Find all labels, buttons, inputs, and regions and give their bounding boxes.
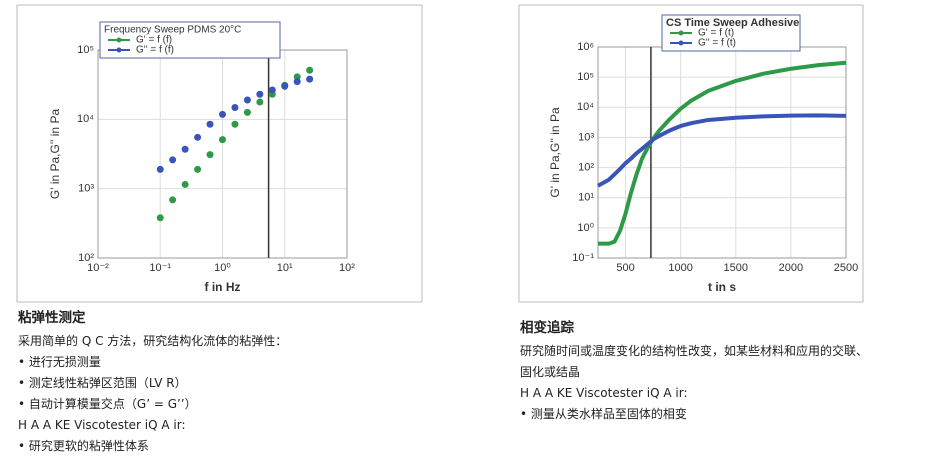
x-tick-label: 10⁻² bbox=[87, 262, 109, 274]
y-tick-label: 10⁰ bbox=[577, 222, 594, 234]
legend-label: G'' = f (t) bbox=[698, 38, 736, 49]
text-line: H A A KE Viscotester iQ A ir: bbox=[18, 418, 186, 432]
data-point bbox=[243, 96, 251, 104]
data-point bbox=[156, 214, 164, 222]
text-line: 研究随时间或温度变化的结构性改变，如某些材料和应用的交联、 bbox=[520, 344, 869, 358]
y-tick-label: 10² bbox=[78, 252, 94, 264]
data-point bbox=[231, 104, 239, 112]
x-tick-label: 2500 bbox=[834, 262, 858, 274]
chart-frame bbox=[518, 4, 864, 303]
legend-marker bbox=[116, 37, 122, 43]
text-block: 相变追踪研究随时间或温度变化的结构性改变，如某些材料和应用的交联、 固化或结晶 H … bbox=[520, 318, 868, 425]
data-point bbox=[231, 120, 239, 128]
x-tick-label: 500 bbox=[616, 262, 634, 274]
legend-marker bbox=[678, 30, 684, 36]
data-point bbox=[268, 86, 276, 94]
data-line bbox=[598, 60, 847, 246]
x-tick-label: 1000 bbox=[668, 262, 692, 274]
data-point bbox=[194, 165, 202, 173]
legend-marker bbox=[116, 47, 122, 53]
data-line bbox=[597, 113, 847, 188]
y-tick-label: 10¹ bbox=[578, 192, 594, 204]
legend-label: G'' = f (f) bbox=[136, 45, 174, 56]
data-point bbox=[243, 108, 251, 116]
x-tick-label: 10⁻¹ bbox=[149, 262, 171, 274]
legend-label: G' = f (t) bbox=[698, 28, 734, 39]
text-line: • 研究更软的粘弹性体系 bbox=[18, 439, 149, 453]
x-tick-label: 10¹ bbox=[277, 262, 293, 274]
legend-marker bbox=[678, 40, 684, 46]
text-line: H A A KE Viscotester iQ A ir: bbox=[520, 386, 688, 400]
y-tick-label: 10⁴ bbox=[77, 113, 94, 125]
charts: 10⁻² 10⁻¹ 10⁰ 10¹ 10² 10² 10³ 10⁴ 10⁵ Frequency S… bbox=[16, 4, 864, 303]
data-point bbox=[281, 82, 289, 90]
y-tick-label: 10³ bbox=[78, 183, 94, 195]
x-tick-label: 1500 bbox=[724, 262, 748, 274]
text-line: • 测量从类水样品至固体的相变 bbox=[520, 407, 687, 421]
data-point bbox=[181, 145, 189, 153]
text-line: 固化或结晶 bbox=[520, 365, 581, 379]
x-tick-label: 10² bbox=[339, 262, 355, 274]
data-point bbox=[194, 133, 202, 141]
y-tick-label: 10³ bbox=[578, 131, 594, 143]
y-tick-label: 10² bbox=[578, 161, 594, 173]
text-line: 采用简单的 Q C 方法，研究结构化流体的粘弹性： bbox=[18, 334, 288, 348]
x-axis-label: f in Hz bbox=[205, 280, 241, 294]
data-point bbox=[206, 120, 214, 128]
legend-label: G' = f (f) bbox=[136, 35, 172, 46]
data-point bbox=[206, 151, 214, 159]
y-tick-label: 10⁻¹ bbox=[572, 252, 594, 264]
chart-title: Frequency Sweep PDMS 20°C bbox=[104, 25, 241, 36]
data-point bbox=[306, 66, 314, 74]
data-point bbox=[169, 196, 177, 204]
y-tick-label: 10⁶ bbox=[577, 41, 594, 53]
text-line: • 测定线性粘弹区范围（LV R） bbox=[18, 376, 187, 390]
chart-title: CS Time Sweep Adhesive bbox=[666, 17, 799, 29]
data-point bbox=[256, 90, 264, 98]
data-point bbox=[306, 75, 314, 83]
y-tick-label: 10⁵ bbox=[577, 71, 594, 83]
text-line: • 自动计算模量交点（G’ = G’’） bbox=[18, 397, 197, 411]
data-point bbox=[293, 78, 301, 86]
text-block: 粘弹性测定采用简单的 Q C 方法，研究结构化流体的粘弹性： • 进行无损测量 • … bbox=[18, 308, 287, 457]
data-point bbox=[169, 156, 177, 164]
data-point bbox=[219, 136, 226, 144]
y-axis-label: G' in Pa,G'' in Pa bbox=[548, 107, 562, 198]
data-point bbox=[219, 110, 226, 118]
data-point bbox=[256, 98, 264, 106]
data-point bbox=[156, 165, 164, 173]
y-tick-label: 10⁵ bbox=[77, 44, 94, 56]
x-tick-label: 2000 bbox=[779, 262, 803, 274]
text-line: • 进行无损测量 bbox=[18, 355, 101, 369]
x-axis-label: t in s bbox=[708, 280, 736, 294]
y-tick-label: 10⁴ bbox=[577, 101, 594, 113]
heading: 粘弹性测定 bbox=[18, 310, 86, 326]
x-tick-label: 10⁰ bbox=[214, 262, 231, 274]
heading: 相变追踪 bbox=[520, 320, 574, 336]
data-point bbox=[181, 180, 189, 188]
y-axis-label: G' in Pa,G'' in Pa bbox=[48, 109, 62, 200]
